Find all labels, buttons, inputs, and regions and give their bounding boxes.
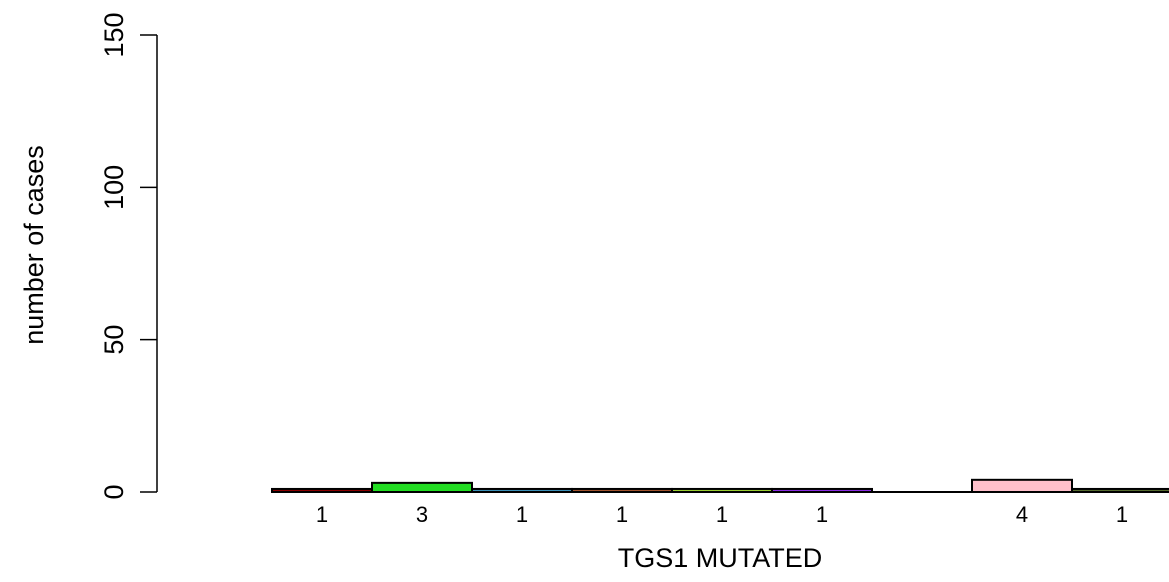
bar-value-label: 1 — [1116, 502, 1128, 527]
bar-labels: 1 3 1 1 1 1 4 1 — [316, 502, 1128, 527]
bar-value-label: 1 — [516, 502, 528, 527]
bar — [371, 481, 473, 493]
bar-value-label: 1 — [616, 502, 628, 527]
y-tick-label: 50 — [99, 325, 129, 355]
y-tick-label: 100 — [99, 165, 129, 210]
y-tick-label: 150 — [99, 12, 129, 57]
bar-value-label: 4 — [1016, 502, 1028, 527]
bar — [971, 478, 1073, 493]
bar-value-label: 1 — [816, 502, 828, 527]
x-axis-label: TGS1 MUTATED — [618, 543, 823, 573]
bar-series — [271, 478, 1169, 494]
bar-value-label: 1 — [316, 502, 328, 527]
y-tick-label: 0 — [99, 484, 129, 499]
bar-value-label: 3 — [416, 502, 428, 527]
bar-value-label: 1 — [716, 502, 728, 527]
y-axis-label: number of cases — [19, 145, 49, 345]
y-axis: 0 50 100 150 — [99, 12, 158, 500]
